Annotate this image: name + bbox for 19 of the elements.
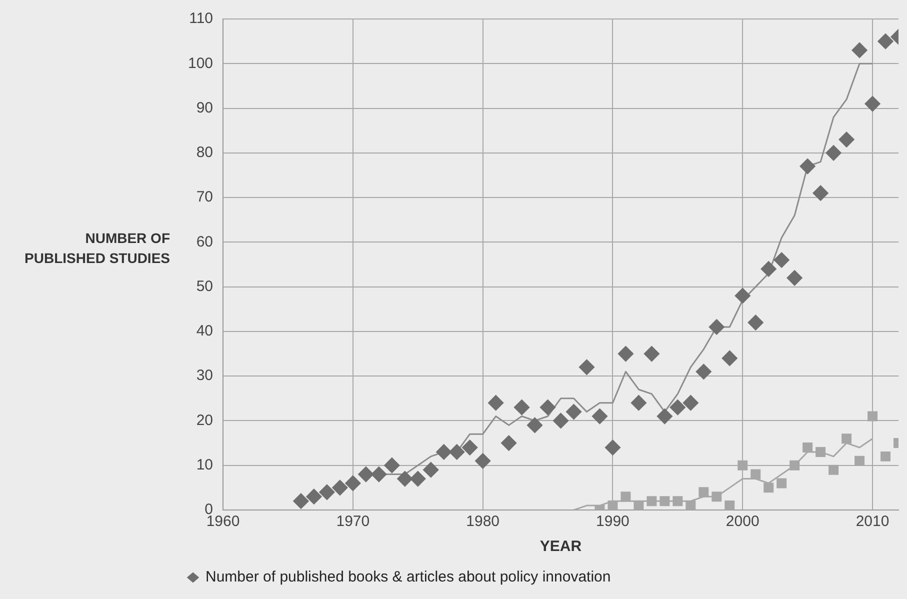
x-axis-title: YEAR <box>540 538 582 556</box>
y-tick-label: 80 <box>196 144 214 162</box>
y-tick-label: 60 <box>196 233 214 250</box>
x-tick-label: 2010 <box>856 513 890 530</box>
y-axis-title: NUMBER OF PUBLISHED STUDIES <box>24 229 170 268</box>
y-tick-label: 100 <box>188 54 214 72</box>
y-tick-label: 90 <box>196 99 214 116</box>
x-tick-label: 1990 <box>596 513 630 530</box>
y-tick-label: 40 <box>196 322 214 340</box>
x-tick-label: 1980 <box>466 513 500 530</box>
y-tick-label: 30 <box>196 367 214 384</box>
legend-label: Number of published books & articles about policy innovation <box>206 568 611 586</box>
y-tick-label: 110 <box>189 10 214 28</box>
y-tick-label: 70 <box>196 188 214 206</box>
y-tick-label: 50 <box>196 278 214 295</box>
y-tick-label: 10 <box>196 456 214 474</box>
y-tick-label: 20 <box>196 412 214 429</box>
x-tick-label: 2000 <box>726 513 760 530</box>
x-tick-label: 1970 <box>336 513 370 530</box>
